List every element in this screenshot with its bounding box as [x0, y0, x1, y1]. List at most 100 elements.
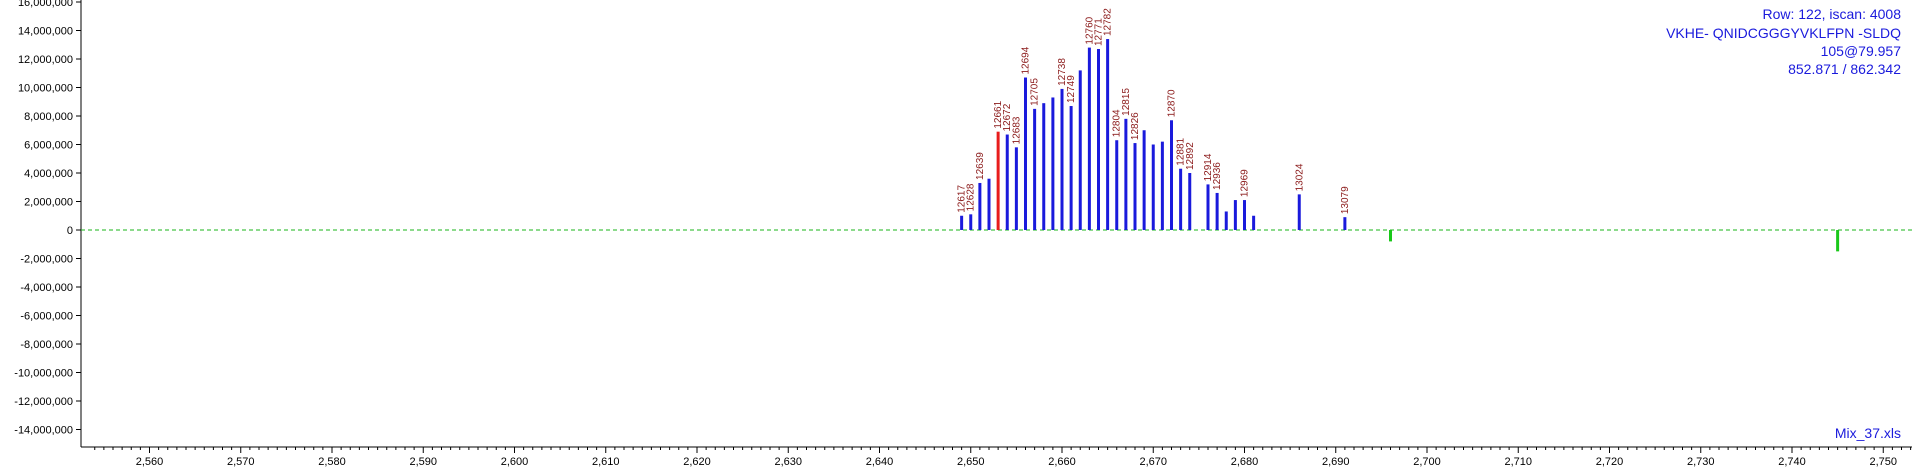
x-tick-label: 2,700 — [1413, 456, 1441, 468]
peak-bar — [1042, 103, 1046, 230]
peak-label: 12782 — [1103, 8, 1114, 36]
peak-bar — [1060, 88, 1064, 230]
peak-label: 12936 — [1212, 162, 1223, 190]
x-tick-label: 2,580 — [318, 456, 346, 468]
peak-bar — [1097, 49, 1100, 231]
y-tick-label: -14,000,000 — [14, 425, 73, 437]
peak-label: 12892 — [1185, 142, 1196, 170]
y-tick-label: 12,000,000 — [18, 54, 73, 66]
peak-bar — [1133, 143, 1137, 230]
peak-bar — [1343, 217, 1347, 230]
peak-bar — [1078, 70, 1082, 231]
peak-bar — [1243, 200, 1246, 230]
peak-bar — [1836, 230, 1840, 252]
y-tick-label: 8,000,000 — [24, 111, 73, 123]
peak-bar — [1033, 108, 1037, 230]
peak-bar — [969, 214, 973, 230]
x-tick-label: 2,690 — [1322, 456, 1350, 468]
peak-label: 12749 — [1066, 75, 1077, 103]
peak-bar — [1170, 120, 1173, 230]
y-tick-label: -6,000,000 — [20, 311, 73, 323]
peak-bar — [1252, 215, 1256, 230]
info-peptide-sequence: VKHE- QNIDCGGGYVKLFPN -SLDQ — [1666, 25, 1901, 41]
peak-label: 12760 — [1084, 16, 1095, 44]
y-tick-label: -2,000,000 — [20, 254, 73, 266]
y-tick-label: 2,000,000 — [24, 197, 73, 209]
x-tick-label: 2,660 — [1048, 456, 1076, 468]
peak-bar — [1151, 144, 1155, 230]
peak-label: 12617 — [957, 185, 968, 213]
x-tick-label: 2,620 — [683, 456, 711, 468]
peak-bar — [1005, 134, 1009, 230]
peak-label: 12826 — [1130, 112, 1141, 140]
y-tick-label: -12,000,000 — [14, 396, 73, 408]
peak-bar — [1024, 77, 1027, 231]
file-name-label: Mix_37.xls — [1834, 425, 1901, 441]
peak-bar — [1297, 194, 1301, 230]
peak-bar — [1069, 106, 1073, 230]
peak-label: 12661 — [993, 100, 1004, 128]
peak-label: 12771 — [1094, 18, 1105, 46]
peak-bar — [1014, 147, 1018, 230]
peak-bar — [1179, 168, 1183, 230]
peak-bar — [987, 178, 991, 230]
info-modification: 105@79.957 — [1820, 43, 1901, 59]
peak-bar — [1106, 39, 1110, 230]
peak-bar — [1224, 211, 1228, 230]
peak-label: 12694 — [1021, 46, 1032, 74]
peak-label: 12738 — [1057, 58, 1068, 86]
peak-bar — [1233, 200, 1237, 230]
y-tick-label: 16,000,000 — [18, 0, 73, 9]
peak-bar — [1142, 130, 1146, 230]
y-tick-label: -10,000,000 — [14, 368, 73, 380]
peak-bar — [978, 182, 982, 230]
y-tick-label: 10,000,000 — [18, 83, 73, 95]
x-tick-label: 2,670 — [1139, 456, 1167, 468]
peak-bar — [1389, 230, 1392, 242]
peak-bar — [1115, 140, 1119, 230]
peak-bar — [1051, 97, 1055, 230]
info-mass-pair: 852.871 / 862.342 — [1788, 61, 1901, 77]
y-tick-label: -8,000,000 — [20, 339, 73, 351]
x-tick-label: 2,730 — [1687, 456, 1715, 468]
x-tick-label: 2,610 — [592, 456, 620, 468]
x-tick-label: 2,600 — [501, 456, 529, 468]
y-tick-label: 0 — [67, 225, 73, 237]
peak-bar — [1124, 118, 1128, 230]
peak-label: 12672 — [1002, 103, 1013, 131]
peak-label: 13024 — [1294, 163, 1305, 191]
peak-label: 12881 — [1176, 137, 1187, 165]
peak-bar — [1215, 192, 1219, 230]
y-tick-label: 6,000,000 — [24, 140, 73, 152]
peak-label: 12914 — [1203, 153, 1214, 181]
x-tick-label: 2,720 — [1596, 456, 1624, 468]
x-tick-label: 2,590 — [409, 456, 437, 468]
peak-label: 12870 — [1167, 89, 1178, 117]
x-tick-label: 2,630 — [774, 456, 802, 468]
peak-label: 12705 — [1030, 78, 1041, 106]
y-tick-label: 4,000,000 — [24, 168, 73, 180]
x-tick-label: 2,680 — [1231, 456, 1259, 468]
x-tick-label: 2,650 — [957, 456, 985, 468]
info-row-scan: Row: 122, iscan: 4008 — [1762, 6, 1901, 22]
peak-label: 13079 — [1340, 186, 1351, 214]
peak-label: 12683 — [1011, 116, 1022, 144]
x-tick-label: 2,570 — [227, 456, 255, 468]
peak-label: 12804 — [1112, 109, 1123, 137]
peak-bar — [1160, 141, 1164, 230]
peak-label: 12815 — [1121, 88, 1132, 116]
peak-bar — [1087, 47, 1091, 230]
peak-bar — [960, 215, 964, 230]
x-tick-label: 2,640 — [866, 456, 894, 468]
x-tick-label: 2,710 — [1504, 456, 1532, 468]
peak-label: 12969 — [1240, 169, 1251, 197]
y-tick-label: -4,000,000 — [20, 282, 73, 294]
x-tick-label: 2,740 — [1778, 456, 1806, 468]
y-tick-label: 14,000,000 — [18, 26, 73, 38]
x-tick-label: 2,750 — [1869, 456, 1897, 468]
peak-label: 12628 — [966, 183, 977, 211]
x-tick-label: 2,560 — [136, 456, 164, 468]
peak-bar — [996, 131, 1000, 230]
